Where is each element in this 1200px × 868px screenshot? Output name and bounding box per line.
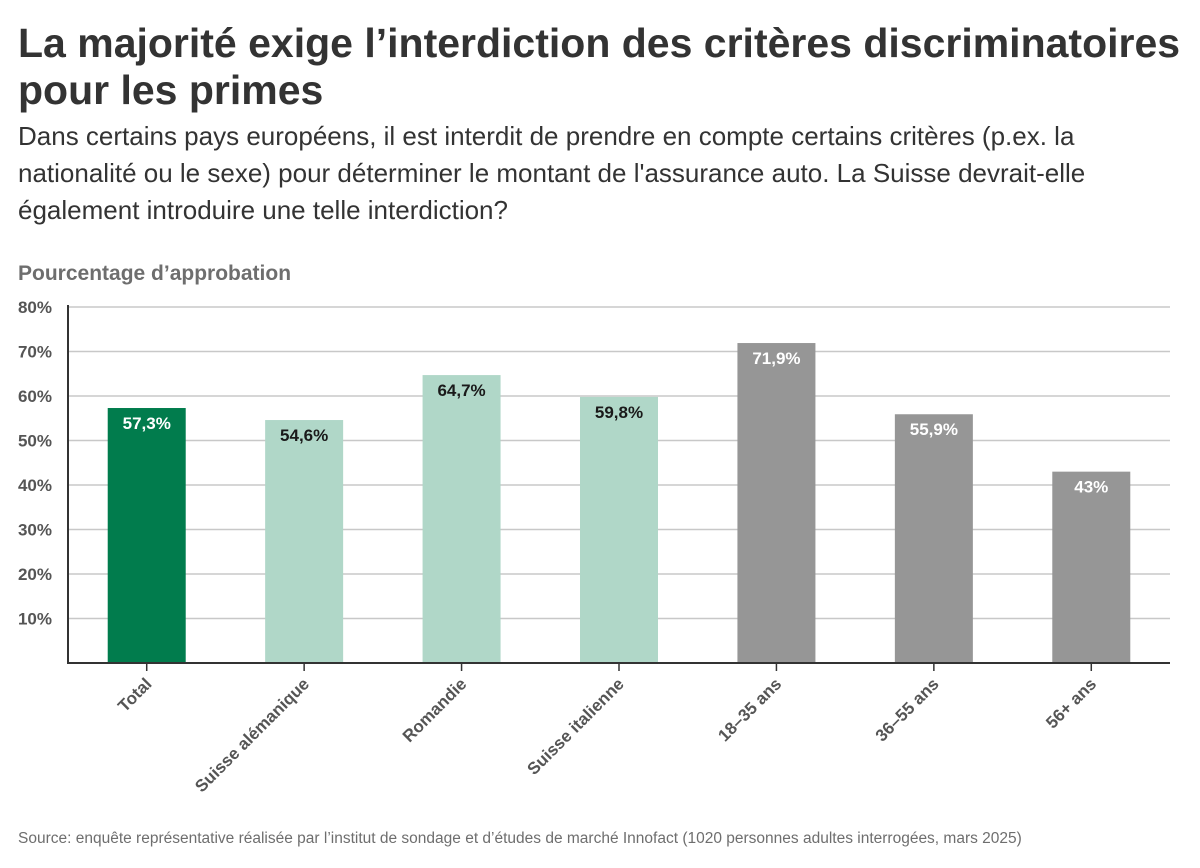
bar-value-label: 64,7%: [437, 381, 485, 400]
x-tick-label: 56+ ans: [1042, 674, 1100, 732]
bar: [580, 396, 658, 663]
y-tick-label: 10%: [18, 610, 52, 629]
x-tick-label: Romandie: [399, 674, 471, 746]
y-tick-label: 40%: [18, 476, 52, 495]
y-axis-label: Pourcentage d’approbation: [18, 262, 292, 285]
bar: [107, 408, 186, 663]
bar: [737, 343, 816, 663]
bar-value-label: 55,9%: [910, 420, 958, 439]
y-tick-label: 30%: [18, 521, 52, 540]
source-note: Source: enquête représentative réalisée …: [18, 830, 1022, 847]
y-tick-label: 70%: [18, 343, 52, 362]
x-tick-label: 18–35 ans: [714, 674, 785, 745]
y-tick-label: 20%: [18, 565, 52, 584]
x-tick-label: Suisse alémanique: [191, 674, 313, 796]
x-tick-label: 36–55 ans: [872, 674, 943, 745]
bar: [1052, 471, 1131, 663]
bar-value-label: 43%: [1074, 478, 1108, 497]
bar: [894, 414, 973, 663]
y-tick-label: 60%: [18, 387, 52, 406]
x-tick-label: Total: [114, 674, 155, 715]
bar-value-label: 71,9%: [752, 349, 800, 368]
chart-subtitle: Dans certains pays européens, il est int…: [18, 121, 1086, 225]
bar-value-label: 54,6%: [280, 426, 328, 445]
x-tick-label: Suisse italienne: [524, 674, 628, 778]
bar: [422, 375, 501, 663]
bar: [265, 420, 344, 663]
bar-chart: 10% 20% 30% 40% 50% 60% 70% 80% 57,3% Total 54,6% S…: [18, 298, 1170, 796]
bar-value-label: 57,3%: [123, 414, 171, 433]
bar-value-label: 59,8%: [595, 403, 643, 422]
chart-title: La majorité exige l’interdiction des cri…: [18, 20, 1181, 113]
y-tick-label: 50%: [18, 432, 52, 451]
y-tick-label: 80%: [18, 298, 52, 317]
